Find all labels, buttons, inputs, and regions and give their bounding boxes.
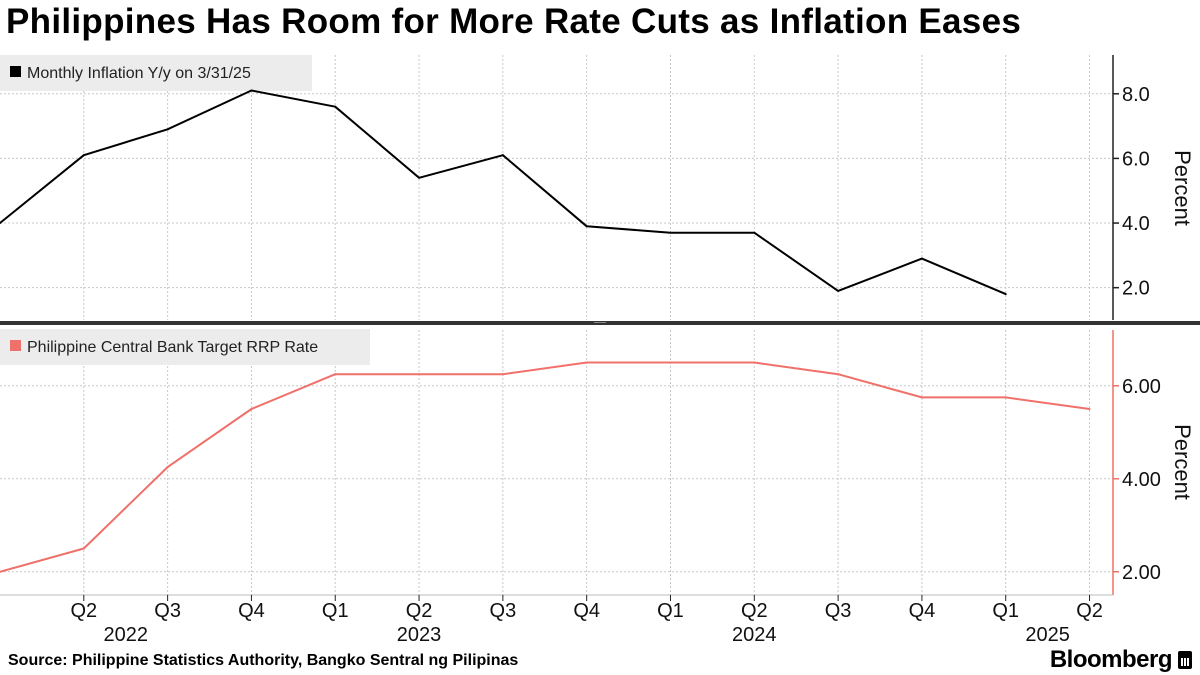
- rrp-data-point: [418, 373, 421, 376]
- inflation-data-point: [82, 154, 85, 157]
- chart-area: 2.0 4.0 6.0 8.0 Percent Monthly Inflation Y…: [0, 55, 1200, 646]
- rrp-legend-box: [0, 329, 370, 365]
- inflation-legend-box: [0, 55, 312, 91]
- inflation-panel: 2.0 4.0 6.0 8.0 Percent Monthly Inflation Y…: [0, 55, 1195, 320]
- inflation-y-axis-title: Percent: [1170, 150, 1195, 226]
- x-quarter-label: Q2: [741, 600, 768, 622]
- rrp-data-point: [837, 373, 840, 376]
- x-quarter-label: Q3: [490, 600, 517, 622]
- inflation-legend-label: Monthly Inflation Y/y on 3/31/25: [27, 65, 251, 82]
- inflation-data-point: [920, 257, 923, 260]
- rrp-data-point: [501, 373, 504, 376]
- x-year-label: 2022: [103, 624, 148, 646]
- rrp-data-point: [82, 547, 85, 550]
- inflation-data-point: [0, 222, 1, 225]
- x-quarter-label: Q4: [573, 600, 600, 622]
- rrp-line: [0, 361, 1090, 573]
- rrp-legend-swatch: [10, 340, 21, 351]
- inflation-data-point: [501, 154, 504, 157]
- inflation-y-tick-label: 6.0: [1122, 148, 1150, 170]
- x-quarter-label: Q1: [322, 600, 349, 622]
- rrp-data-point: [585, 361, 588, 364]
- rrp-data-point: [753, 361, 756, 364]
- rrp-panel: 2.00 4.00 6.00 Percent Philippine Central …: [0, 329, 1195, 595]
- rrp-y-tick-label: 4.00: [1122, 469, 1161, 491]
- inflation-y-tick-label: 8.0: [1122, 84, 1150, 106]
- rrp-gridlines: [0, 330, 1113, 595]
- rrp-data-point: [166, 466, 169, 469]
- brand-name: Bloomberg: [1049, 646, 1173, 673]
- x-axis-ticks: Q2 Q3 Q4 Q1 Q2 Q3 Q4 Q1 Q2 Q3 Q4 Q1 Q2 2022 2023 2024 20…: [70, 595, 1103, 646]
- source-note: Source: Philippine Statistics Authority,…: [8, 652, 519, 669]
- rrp-y-axis-title: Percent: [1170, 424, 1195, 500]
- rrp-points: [0, 361, 1091, 573]
- rrp-data-point: [920, 396, 923, 399]
- rrp-data-point: [1088, 408, 1091, 411]
- rrp-data-point: [250, 408, 253, 411]
- x-quarter-label: Q2: [1076, 600, 1103, 622]
- x-quarter-label: Q3: [154, 600, 181, 622]
- x-quarter-label: Q2: [406, 600, 433, 622]
- bloomberg-logo: Bloomberg: [1050, 646, 1192, 674]
- inflation-y-tick-label: 2.0: [1122, 278, 1150, 300]
- inflation-data-point: [753, 231, 756, 234]
- inflation-data-point: [250, 89, 253, 92]
- rrp-data-point: [334, 373, 337, 376]
- x-quarter-label: Q2: [70, 600, 97, 622]
- inflation-data-point: [837, 289, 840, 292]
- rrp-y-ticks: 2.00 4.00 6.00: [1113, 376, 1161, 584]
- inflation-y-tick-label: 4.0: [1122, 213, 1150, 235]
- x-quarter-label: Q4: [909, 600, 936, 622]
- rrp-data-point: [669, 361, 672, 364]
- inflation-data-point: [166, 128, 169, 131]
- rrp-data-point: [0, 570, 1, 573]
- inflation-gridlines: [0, 55, 1113, 320]
- inflation-data-point: [334, 105, 337, 108]
- x-quarter-label: Q1: [992, 600, 1019, 622]
- x-quarter-label: Q4: [238, 600, 265, 622]
- x-year-label: 2025: [1025, 624, 1070, 646]
- inflation-data-point: [585, 225, 588, 228]
- x-quarter-label: Q3: [825, 600, 852, 622]
- inflation-y-ticks: 2.0 4.0 6.0 8.0: [1113, 84, 1150, 300]
- x-year-label: 2024: [732, 624, 777, 646]
- bloomberg-terminal-icon: [1178, 651, 1192, 669]
- rrp-y-tick-label: 6.00: [1122, 376, 1161, 398]
- inflation-points: [0, 89, 1007, 296]
- inflation-data-point: [669, 231, 672, 234]
- rrp-data-point: [1004, 396, 1007, 399]
- rrp-legend-label: Philippine Central Bank Target RRP Rate: [27, 339, 318, 356]
- x-year-label: 2023: [397, 624, 442, 646]
- chart-title: Philippines Has Room for More Rate Cuts …: [6, 2, 1022, 41]
- x-quarter-label: Q1: [657, 600, 684, 622]
- inflation-legend-swatch: [10, 66, 21, 77]
- inflation-data-point: [418, 176, 421, 179]
- inflation-data-point: [1004, 293, 1007, 296]
- rrp-y-tick-label: 2.00: [1122, 562, 1161, 584]
